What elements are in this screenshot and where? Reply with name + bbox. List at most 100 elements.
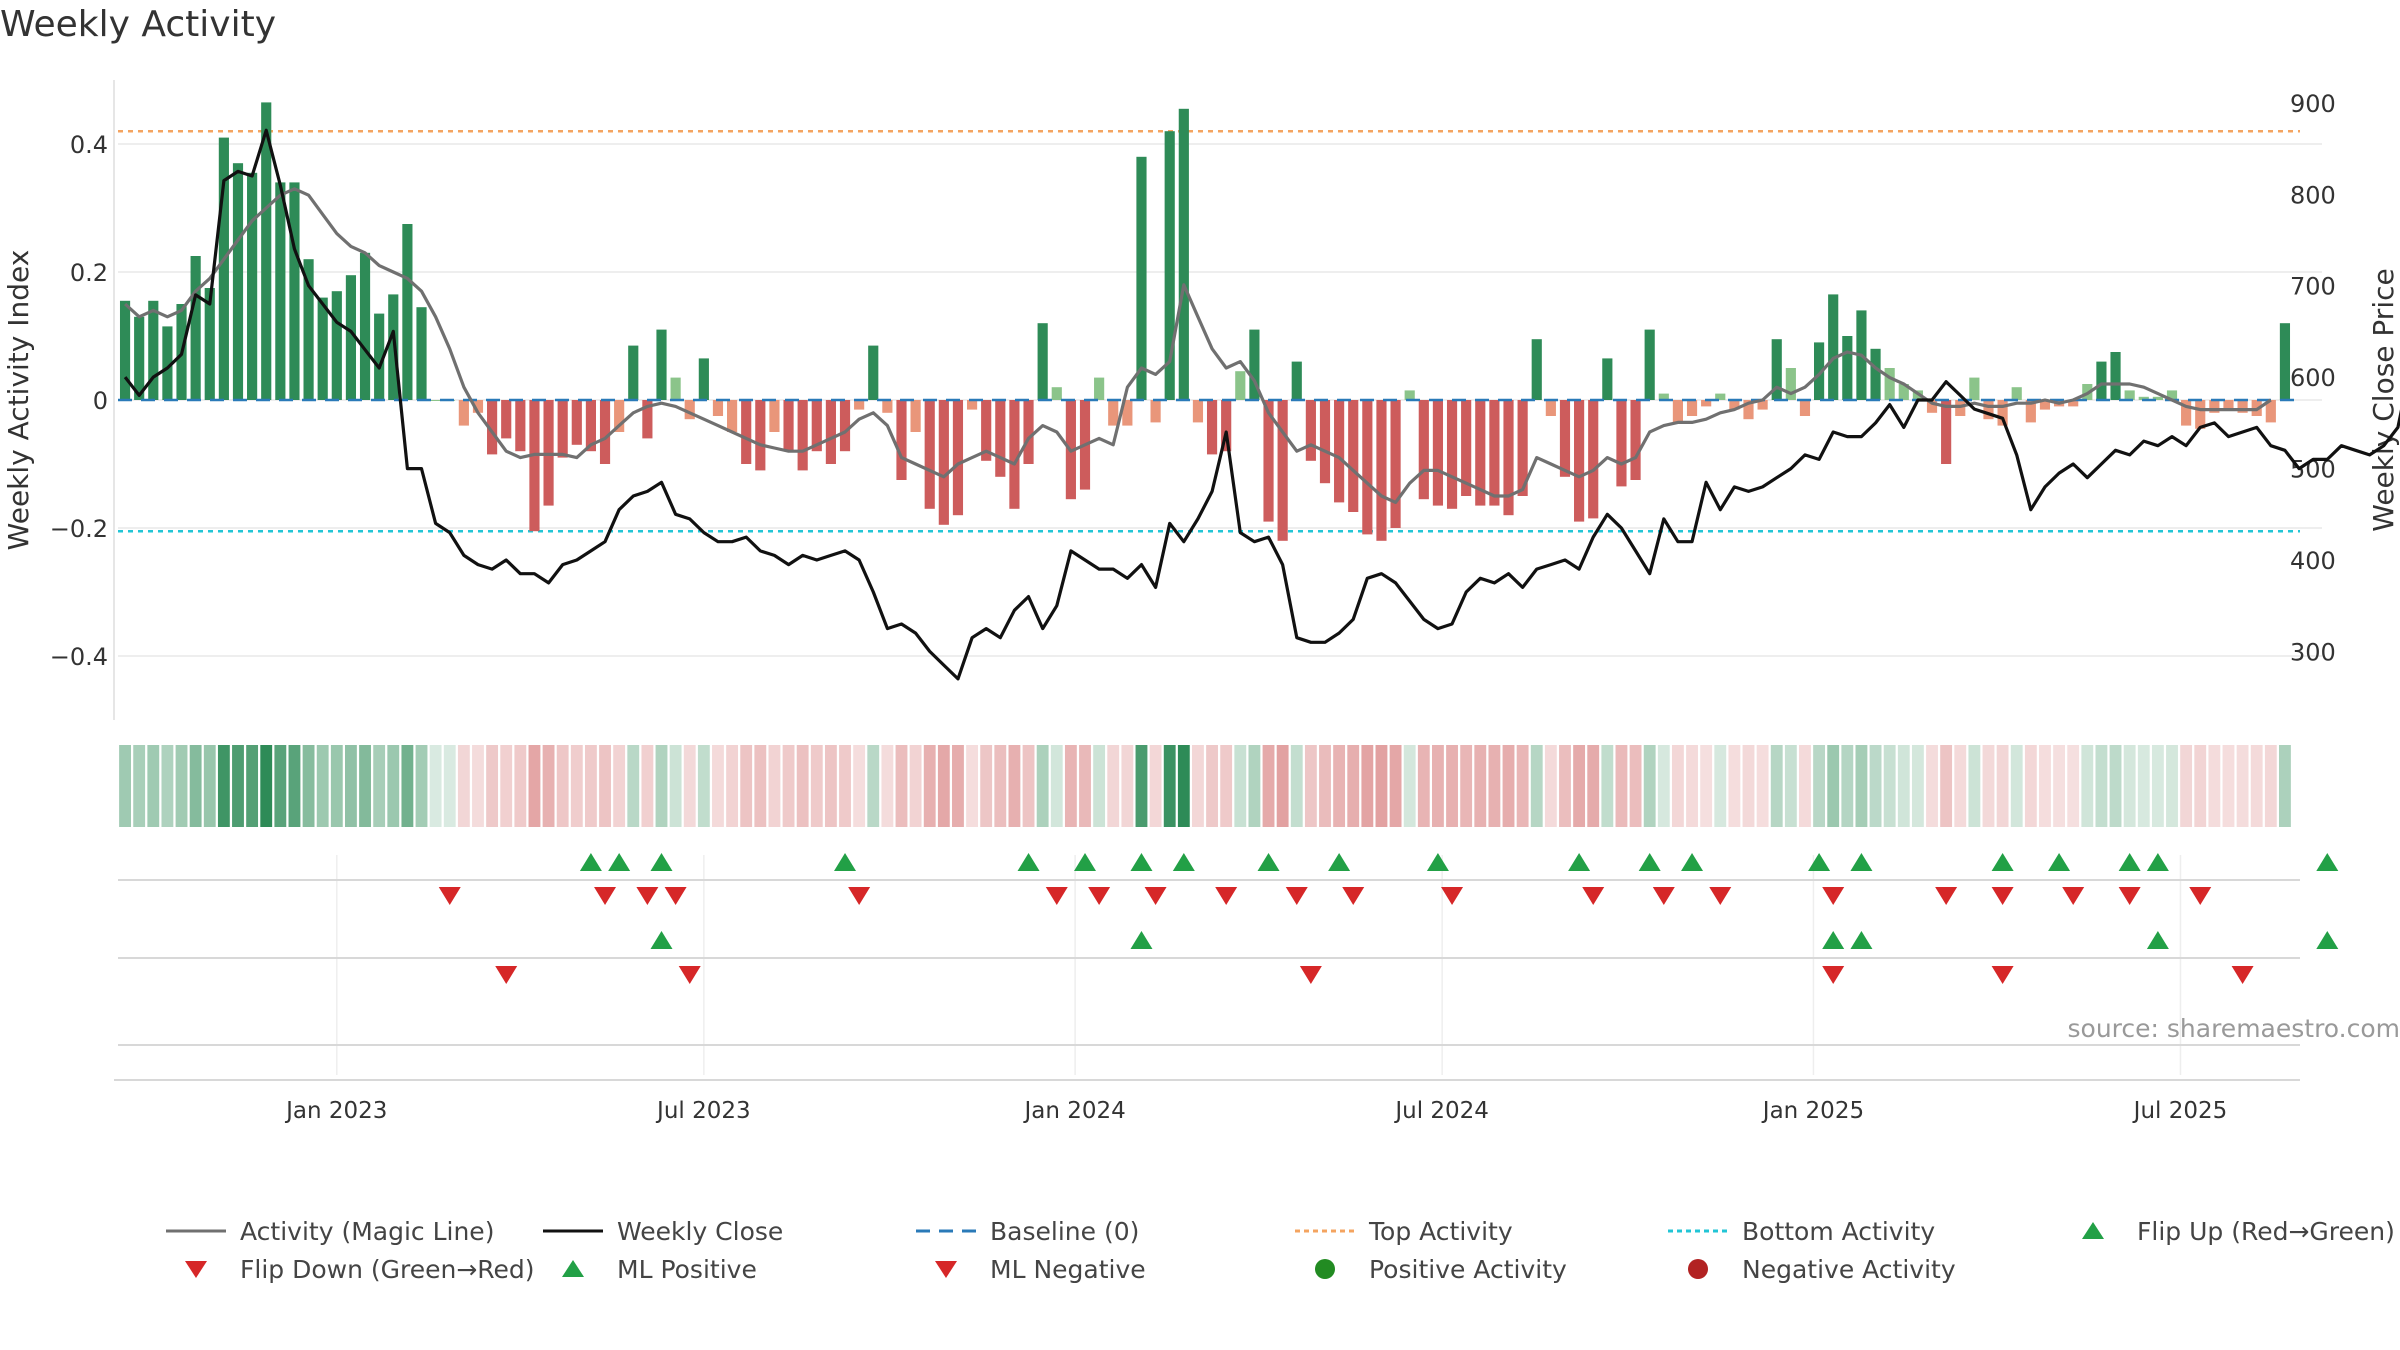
activity-bar-104 — [1588, 400, 1599, 519]
activity-bar-82 — [1277, 400, 1288, 541]
x-tick-label-1: Jul 2023 — [655, 1098, 751, 1124]
flip-up-marker-5 — [1074, 853, 1097, 871]
legend-item-top: Top Activity — [1293, 1214, 1513, 1248]
line-solid-black-icon — [543, 1229, 603, 1233]
legend-item-mlpos: ML Positive — [541, 1252, 757, 1286]
ml-negative-marker-0 — [495, 966, 518, 984]
activity-bar-95 — [1461, 400, 1472, 496]
flip-up-marker-18 — [2118, 853, 2141, 871]
heat-cell-78 — [1220, 745, 1233, 827]
ml-positive-marker-0 — [650, 931, 673, 949]
right-tick-label-3: 600 — [2290, 364, 2336, 392]
heat-cell-132 — [1982, 745, 1995, 827]
activity-bar-107 — [1630, 400, 1641, 480]
heat-cell-20 — [401, 745, 414, 827]
heat-cell-85 — [1319, 745, 1331, 827]
heat-cell-135 — [2024, 745, 2037, 827]
activity-bar-46 — [769, 400, 780, 432]
x-tick-label-2: Jan 2024 — [1022, 1098, 1125, 1124]
activity-bar-64 — [1023, 400, 1034, 464]
heat-cell-91 — [1403, 745, 1416, 827]
heat-cell-38 — [655, 745, 668, 827]
left-tick-label-1: 0.2 — [70, 259, 108, 287]
activity-bar-103 — [1574, 400, 1585, 522]
activity-bar-116 — [1757, 400, 1768, 410]
flip-up-marker-2 — [650, 853, 673, 871]
heat-cell-84 — [1304, 745, 1317, 827]
magic-line — [124, 187, 2272, 504]
heat-cell-72 — [1135, 745, 1148, 827]
activity-bar-100 — [1531, 339, 1542, 400]
heat-cell-107 — [1629, 745, 1642, 827]
heat-cell-100 — [1530, 745, 1543, 827]
flip-up-marker-14 — [1808, 853, 1831, 871]
flip-down-marker-19 — [2118, 887, 2141, 905]
chart-legend: Activity (Magic Line) Weekly Close Baselin… — [0, 1200, 2400, 1290]
right-tick-label-6: 300 — [2290, 638, 2336, 666]
heat-cell-77 — [1206, 745, 1218, 827]
activity-bar-12 — [289, 182, 300, 400]
activity-bar-41 — [698, 358, 709, 400]
heat-cell-40 — [683, 745, 696, 827]
activity-bar-0 — [119, 300, 131, 400]
flip-down-marker-4 — [848, 887, 871, 905]
activity-bar-8 — [232, 163, 244, 400]
activity-bar-38 — [656, 329, 667, 400]
flip-up-marker-9 — [1328, 853, 1351, 871]
right-tick-label-1: 800 — [2290, 181, 2336, 209]
activity-bar-141 — [2110, 352, 2121, 400]
heat-cell-110 — [1671, 745, 1684, 827]
heat-cell-26 — [486, 745, 499, 827]
heat-cell-4 — [175, 745, 188, 827]
activity-bar-93 — [1432, 400, 1444, 506]
activity-bar-125 — [1884, 368, 1895, 400]
heat-cell-90 — [1389, 745, 1402, 827]
heat-cell-12 — [288, 745, 301, 827]
heat-cell-81 — [1262, 745, 1275, 827]
activity-bar-77 — [1206, 400, 1218, 455]
ml-positive-marker-3 — [1850, 931, 1873, 949]
activity-bar-26 — [487, 400, 498, 455]
heat-cell-25 — [472, 745, 484, 827]
heat-cell-36 — [627, 745, 640, 827]
heat-cell-143 — [2137, 745, 2150, 827]
heat-cell-55 — [895, 745, 908, 827]
right-tick-label-5: 400 — [2290, 547, 2336, 575]
activity-bar-92 — [1418, 400, 1429, 500]
activity-bar-105 — [1602, 358, 1613, 400]
source-note: source: sharemaestro.com — [2067, 1014, 2400, 1043]
activity-bar-101 — [1545, 400, 1556, 416]
x-tick-label-0: Jan 2023 — [284, 1098, 387, 1124]
heat-cell-105 — [1601, 745, 1614, 827]
ml-positive-marker-1 — [1130, 931, 1153, 949]
activity-bar-11 — [275, 182, 286, 400]
heat-cell-86 — [1333, 745, 1346, 827]
legend-label: Top Activity — [1369, 1216, 1513, 1246]
ml-positive-marker-4 — [2146, 931, 2169, 949]
heat-cell-28 — [514, 745, 527, 827]
heat-cell-30 — [542, 745, 555, 827]
heat-cell-69 — [1093, 745, 1106, 827]
activity-bar-3 — [162, 326, 173, 400]
left-tick-label-0: 0.4 — [70, 131, 108, 159]
heat-cell-76 — [1192, 745, 1204, 827]
heat-cell-112 — [1700, 745, 1713, 827]
heat-cell-79 — [1234, 745, 1247, 827]
activity-bar-25 — [472, 400, 484, 413]
heat-cell-70 — [1107, 745, 1120, 827]
flip-down-marker-16 — [1935, 887, 1958, 905]
legend-label: Negative Activity — [1742, 1254, 1956, 1284]
heat-cell-34 — [599, 745, 611, 827]
heat-cell-134 — [2010, 745, 2023, 827]
heat-cell-115 — [1742, 745, 1755, 827]
chart-title: Weekly Activity — [0, 4, 277, 45]
heat-cell-113 — [1714, 745, 1727, 827]
legend-item-mlneg: ML Negative — [914, 1252, 1146, 1286]
left-axis-label: Weekly Activity Index — [2, 250, 35, 551]
heat-cell-101 — [1544, 745, 1557, 827]
heat-cell-151 — [2250, 745, 2263, 827]
right-axis-label: Weekly Close Price — [2367, 268, 2400, 531]
activity-bar-85 — [1319, 400, 1331, 484]
activity-bar-94 — [1446, 400, 1458, 509]
flip-down-marker-20 — [2189, 887, 2212, 905]
